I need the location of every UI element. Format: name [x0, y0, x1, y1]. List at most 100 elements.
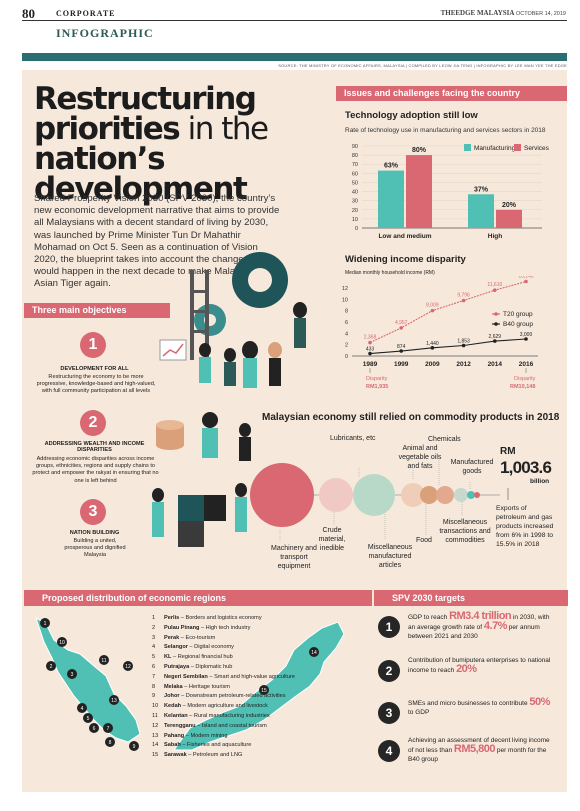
bubble-misc-articles [353, 474, 395, 516]
region-marker-1 [40, 618, 50, 628]
total-unit: billion [530, 478, 550, 485]
bubble-machinery [250, 463, 314, 527]
svg-text:5: 5 [87, 716, 90, 722]
tech-ytick: 20 [352, 208, 358, 214]
income-point-label: 433 [366, 347, 375, 353]
income-point-label: 1,853 [457, 338, 470, 344]
malaysia-map: 1 10 2 3 11 12 13 4 5 6 7 8 9 14 15 [35, 616, 345, 751]
region-item: 7 Negeri Sembilan – Smart and high-value … [152, 673, 352, 683]
income-ytick: 4 [345, 331, 348, 337]
target-big2: 4.7% [483, 620, 508, 632]
income-ytick: 10 [342, 297, 348, 303]
region-focus: – Regional financial hub [171, 654, 233, 661]
income-legend-label: B40 group [503, 321, 533, 328]
income-point-label: 2,368 [364, 335, 377, 341]
svg-text:1: 1 [44, 621, 47, 627]
tech-title: Technology adoption still low [345, 110, 478, 121]
region-item: 14 Sabah – Fisheries and aquaculture [152, 741, 352, 751]
target-post: per annum between 2021 and 2030 [408, 624, 540, 640]
region-state: Negeri Sembilan [164, 673, 208, 680]
target-text: Achieving an assessment of decent living… [408, 736, 556, 764]
label-chemicals: Chemicals [428, 436, 461, 443]
region-state: Kedah [164, 703, 182, 710]
tech-legend-swatch [514, 144, 521, 151]
region-item: 11 Kelantan – Rural manufacturing industr… [152, 712, 352, 722]
target-big1: RM3.4 trillion [449, 610, 512, 622]
objective-2-title: ADDRESSING WEALTH AND INCOME DISPARITIES [44, 441, 145, 453]
tech-bar [378, 170, 404, 228]
region-focus: – Digital economy [187, 644, 234, 651]
income-xtick: 1989 [363, 361, 378, 368]
region-number: 2 [152, 624, 156, 631]
region-number: 6 [152, 663, 156, 670]
region-item: 9 Johor – Downstream petroleum-related ac… [152, 692, 352, 702]
commodity-bubbles [250, 460, 509, 542]
headline-bold: priorities [34, 111, 181, 147]
income-title: Widening income disparity [345, 254, 466, 265]
svg-text:13: 13 [111, 698, 117, 704]
income-xtick: 1999 [394, 361, 409, 368]
target-text: Contribution of bumiputera enterprises t… [408, 656, 556, 675]
income-ytick: 2 [345, 343, 348, 349]
tech-ytick: 30 [352, 199, 358, 205]
objective-2-number: 2 [80, 410, 106, 436]
income-point-label: 8,009 [426, 303, 439, 309]
income-point [493, 339, 497, 343]
intro-paragraph: Shared Prosperity Vision 2030 (SPV 2030)… [34, 193, 280, 290]
objective-2-text: Addressing economic disparities across i… [32, 456, 159, 484]
issues-header: Issues and challenges facing the country [336, 86, 567, 101]
income-point [399, 349, 403, 353]
targets-header: SPV 2030 targets [374, 590, 568, 606]
bubble-animal [401, 483, 425, 507]
bubble-chemicals [436, 486, 454, 504]
commodity-note: Exports of petroleum and gas products in… [496, 505, 554, 548]
headline-line3: nation’s development [34, 141, 248, 207]
person-icon-2 [293, 302, 307, 318]
income-point-label: 2,629 [489, 334, 502, 340]
region-state: Kelantan [164, 712, 188, 719]
headline-line1: Restructuring [34, 81, 257, 117]
svg-text:12: 12 [125, 664, 131, 670]
chart-board-icon [159, 339, 187, 361]
illustration-puzzle [152, 483, 247, 547]
disparity-label-1989: Disparity [366, 376, 388, 382]
bubble-misc-transactions [474, 492, 480, 498]
income-point [399, 326, 403, 330]
region-state: KL [164, 654, 172, 661]
target-number: 1 [378, 616, 400, 638]
objective-3-number: 3 [80, 499, 106, 525]
publication-name: THEEDGE MALAYSIA [440, 9, 515, 17]
income-subtitle: Median monthly household income (RM) [345, 270, 435, 276]
tech-category-label: High [488, 233, 502, 240]
target-number: 4 [378, 740, 400, 762]
headline-line2: priorities in the [34, 111, 314, 147]
income-xtick: 2009 [425, 361, 440, 368]
tech-bar-label: 37% [474, 186, 489, 193]
svg-text:15: 15 [261, 688, 267, 694]
objective-3-text: Building a united, prosperous and dignif… [64, 538, 126, 559]
target-pre: SMEs and micro businesses to contribute [408, 700, 530, 707]
illustration-people-1 [159, 339, 236, 386]
region-state: Perlis [164, 615, 180, 621]
income-series-line [369, 338, 527, 355]
tech-ytick: 50 [352, 180, 358, 186]
publication-info: THEEDGE MALAYSIA OCTOBER 14, 2019 [441, 9, 566, 17]
region-focus: – Eco-tourism [179, 634, 216, 641]
target-pre: Contribution of bumiputera enterprises t… [408, 657, 551, 674]
region-number: 15 [152, 752, 159, 759]
svg-text:7: 7 [107, 726, 110, 732]
region-number: 4 [152, 644, 156, 651]
region-number: 13 [152, 732, 159, 739]
region-item: 5 KL – Regional financial hub [152, 653, 352, 663]
label-misc-articles: Miscellaneous manufactured articles [367, 544, 413, 569]
income-ytick: 6 [345, 320, 348, 326]
bubble-manufactured [454, 488, 468, 502]
income-ytick: 8 [345, 309, 348, 315]
tech-legend-label: Manufacturing [474, 145, 516, 152]
income-point [430, 308, 435, 313]
label-food: Food [416, 537, 432, 544]
target-mid: to GDP [408, 709, 430, 716]
label-machinery: Machinery and transport equipment [271, 545, 317, 570]
income-legend-dot [494, 312, 498, 316]
target-number: 2 [378, 660, 400, 682]
